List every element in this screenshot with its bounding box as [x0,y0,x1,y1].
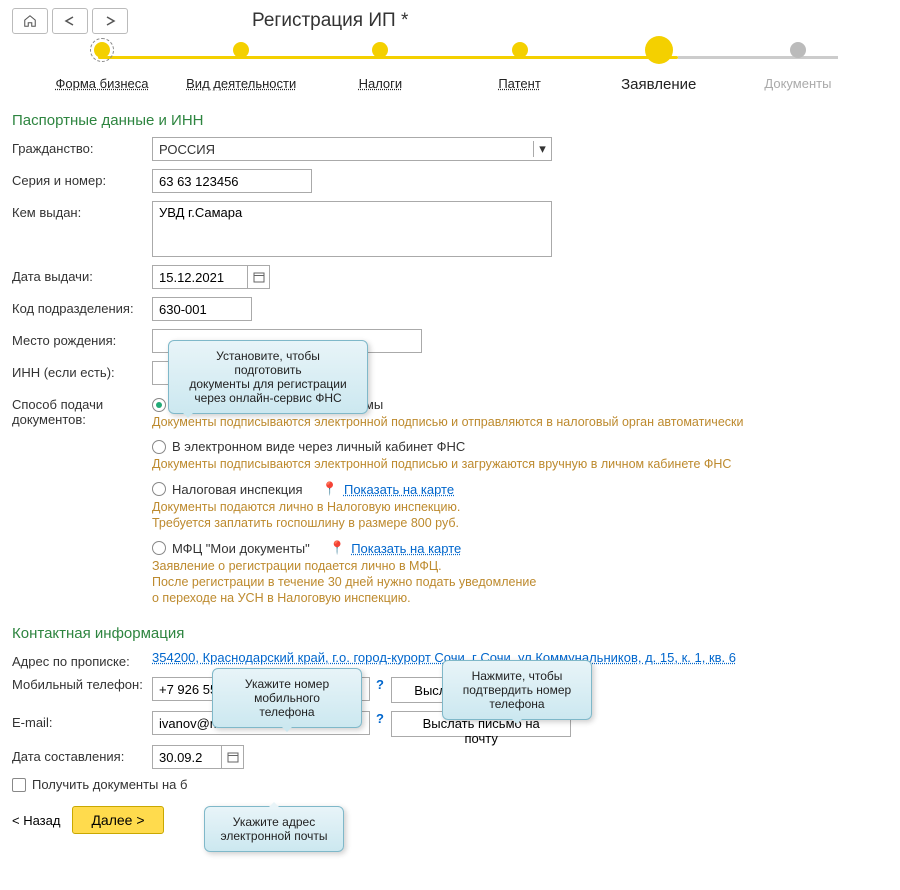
radio-label-2: В электронном виде через личный кабинет … [172,439,465,454]
label-citizenship: Гражданство: [12,137,152,156]
help-email[interactable]: ? [376,711,384,726]
pin-icon: 📍 [329,540,345,556]
label-compose-date: Дата составления: [12,745,152,764]
step-documents: Документы [764,76,831,91]
radio-label-3: Налоговая инспекция [172,482,303,497]
label-issued-by: Кем выдан: [12,201,152,220]
mail-checkbox[interactable] [12,778,26,792]
radio-tax-office[interactable] [152,482,166,496]
step-activity[interactable]: Вид деятельности [186,76,296,91]
hint-3b: Требуется заплатить госпошлину в размере… [152,516,888,530]
forward-button[interactable] [92,8,128,34]
label-address: Адрес по прописке: [12,650,152,669]
label-email: E-mail: [12,711,152,730]
section-contact-title: Контактная информация [12,625,888,642]
back-nav-button[interactable]: < Назад [12,813,60,828]
page-title: Регистрация ИП * [252,10,408,32]
callout-email: Укажите адрес электронной почты [204,806,344,852]
hint-3a: Документы подаются лично в Налоговую инс… [152,500,888,514]
label-phone: Мобильный телефон: [12,677,152,692]
help-phone[interactable]: ? [376,677,384,692]
radio-label-4: МФЦ "Мои документы" [172,541,310,556]
label-series: Серия и номер: [12,169,152,188]
hint-4b: После регистрации в течение 30 дней нужн… [152,575,888,589]
map-link-2[interactable]: Показать на карте [351,541,461,556]
hint-4a: Заявление о регистрации подается лично в… [152,559,888,573]
radio-electronic-program[interactable] [152,398,166,412]
hint-1: Документы подписываются электронной подп… [152,415,888,429]
step-taxes[interactable]: Налоги [359,76,403,91]
checkbox-label: Получить документы на б [32,777,187,792]
dept-code-input[interactable] [152,297,252,321]
label-inn: ИНН (если есть): [12,361,152,380]
compose-date-input[interactable] [152,745,222,769]
issued-by-input[interactable] [152,201,552,257]
hint-4c: о переходе на УСН в Налоговую инспекцию. [152,591,888,605]
callout-fns: Установите, чтобы подготовить документы … [168,340,368,414]
step-patent[interactable]: Патент [498,76,540,91]
back-button[interactable] [52,8,88,34]
next-nav-button[interactable]: Далее > [72,806,163,834]
pin-icon: 📍 [322,481,338,497]
section-passport-title: Паспортные данные и ИНН [12,112,888,129]
calendar-icon[interactable] [248,265,270,289]
radio-electronic-cabinet[interactable] [152,440,166,454]
step-application[interactable]: Заявление [621,76,696,93]
label-issue-date: Дата выдачи: [12,265,152,284]
citizenship-select[interactable]: РОССИЯ ▾ [152,137,552,161]
map-link-1[interactable]: Показать на карте [344,482,454,497]
label-dept-code: Код подразделения: [12,297,152,316]
hint-2: Документы подписываются электронной подп… [152,457,888,471]
calendar-icon[interactable] [222,745,244,769]
radio-mfc[interactable] [152,541,166,555]
issue-date-input[interactable] [152,265,248,289]
step-business-form[interactable]: Форма бизнеса [56,76,149,91]
home-button[interactable] [12,8,48,34]
series-input[interactable] [152,169,312,193]
stepper: Форма бизнеса Вид деятельности Налоги Па… [12,42,888,102]
dropdown-icon[interactable]: ▾ [533,141,551,157]
callout-phone: Укажите номер мобильного телефона [212,668,362,728]
callout-confirm-phone: Нажмите, чтобы подтвердить номер телефон… [442,660,592,720]
label-birthplace: Место рождения: [12,329,152,348]
label-submission: Способ подачи документов: [12,397,152,427]
